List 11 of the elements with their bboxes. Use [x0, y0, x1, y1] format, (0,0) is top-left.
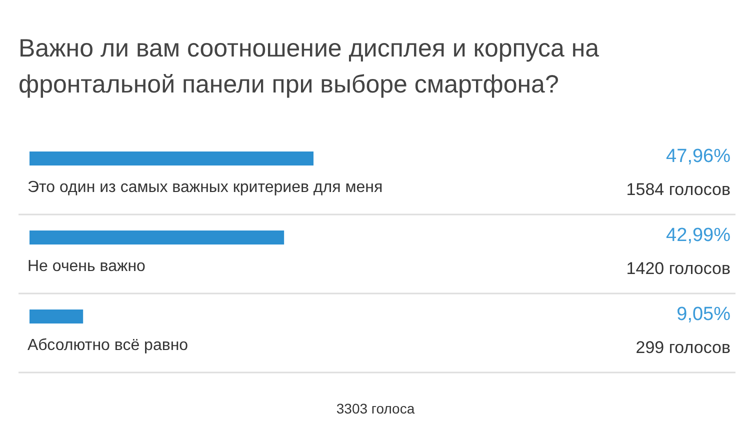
text: 1420 голосов	[626, 259, 731, 278]
chart-title: Важно ли вам соотношение дисплея и корпуса на фронтальной панели при выборе смартфона?	[18, 34, 600, 98]
data-label: 42,99%	[666, 225, 731, 246]
y-tick-label: Не очень важно	[28, 258, 146, 275]
data-label: 47,96%	[666, 146, 731, 167]
y-tick-label: Абсолютно всё равно	[28, 337, 188, 354]
data-label: 9,05%	[676, 304, 731, 325]
y-tick-label: Это один из самых важных критериев для меня	[28, 179, 383, 196]
text: 299 голосов	[636, 338, 731, 357]
text: 1584 голосов	[626, 180, 731, 199]
text: 3303 голоса	[336, 400, 415, 416]
